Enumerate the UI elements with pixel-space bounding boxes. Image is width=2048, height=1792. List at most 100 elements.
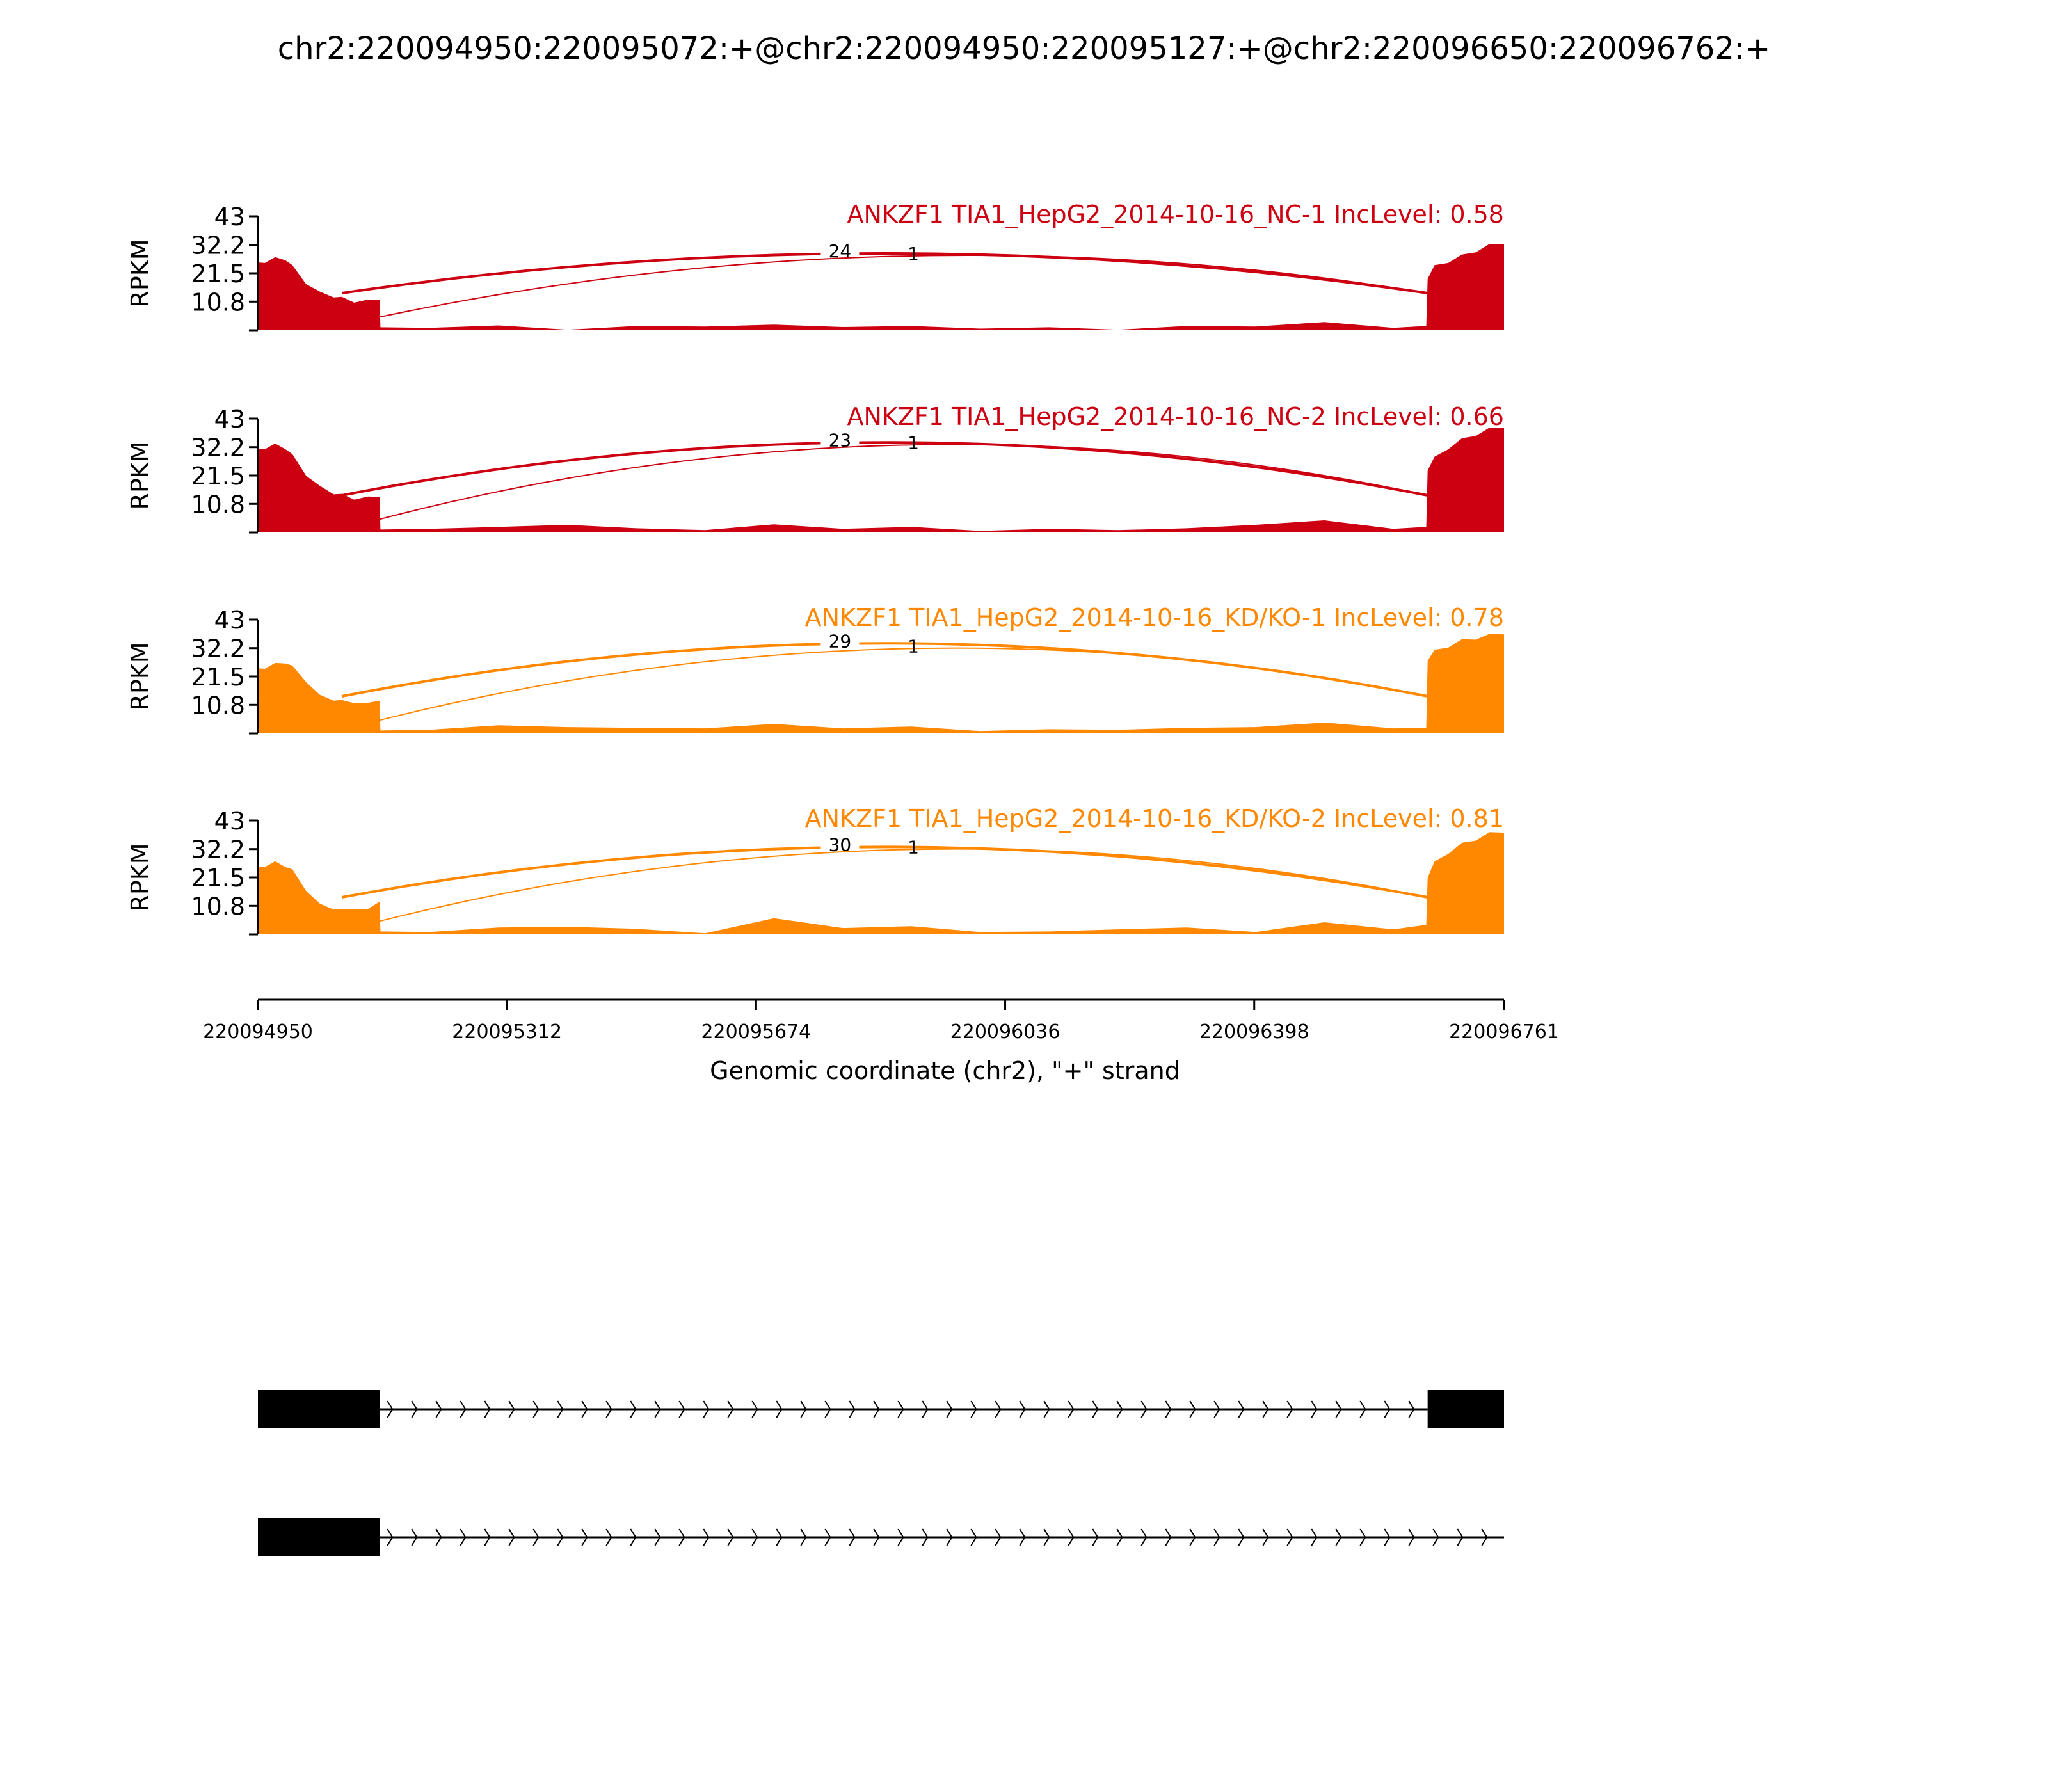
strand-arrow (1116, 1400, 1123, 1418)
junction-count-label: 1 (908, 837, 919, 858)
track-title: ANKZF1 TIA1_HepG2_2014-10-16_NC-1 IncLev… (847, 200, 1504, 228)
x-tick-label: 220096398 (1199, 1021, 1309, 1043)
strand-arrow (1092, 1528, 1099, 1546)
strand-arrow (1311, 1528, 1318, 1546)
strand-arrow (1116, 1528, 1123, 1546)
y-tick-label: 21.5 (191, 864, 245, 892)
strand-arrow (995, 1528, 1002, 1546)
strand-arrow (1213, 1528, 1220, 1546)
strand-arrow (508, 1400, 515, 1418)
strand-arrow (1019, 1528, 1026, 1546)
exon-block (1427, 1390, 1504, 1428)
junction-arc (341, 441, 1428, 497)
strand-arrow (1165, 1400, 1172, 1418)
x-tick-label: 220094950 (203, 1021, 313, 1043)
y-tick-label: 10.8 (191, 288, 245, 316)
strand-arrow (727, 1400, 734, 1418)
strand-arrow (922, 1400, 929, 1418)
strand-arrow (873, 1400, 880, 1418)
strand-arrow (995, 1400, 1002, 1418)
strand-arrow (1092, 1400, 1099, 1418)
strand-arrow (1140, 1528, 1148, 1546)
strand-arrow (1408, 1400, 1415, 1418)
strand-arrow (1189, 1400, 1196, 1418)
strand-arrow (460, 1528, 467, 1546)
y-tick-label: 32.2 (191, 434, 245, 462)
strand-arrow (1043, 1528, 1050, 1546)
x-tick-label: 220095312 (452, 1021, 562, 1043)
x-tick-label: 220096761 (1449, 1021, 1559, 1043)
exon-block (258, 1518, 380, 1556)
strand-arrow (1068, 1400, 1075, 1418)
strand-arrow (970, 1528, 977, 1546)
junction-label-box (820, 630, 860, 653)
strand-arrow (605, 1400, 612, 1418)
strand-arrow (435, 1400, 442, 1418)
y-tick-label: 43 (214, 606, 245, 634)
strand-arrow (1335, 1528, 1342, 1546)
strand-arrow (557, 1400, 564, 1418)
strand-arrow (1043, 1400, 1050, 1418)
strand-arrow (1140, 1400, 1148, 1418)
strand-arrow (751, 1528, 758, 1546)
junction-arc (341, 642, 1428, 698)
strand-arrow (751, 1400, 758, 1418)
y-axis-label: RPKM (126, 642, 154, 710)
x-tick-label: 220096036 (950, 1021, 1060, 1043)
strand-arrow (1286, 1528, 1293, 1546)
strand-arrow (824, 1528, 831, 1546)
strand-arrow (532, 1528, 540, 1546)
strand-arrow (1457, 1528, 1464, 1546)
y-tick-label: 43 (214, 203, 245, 231)
strand-arrow (1213, 1400, 1220, 1418)
x-axis: 220094950 220095312 220095674 220096036 2200… (203, 998, 1559, 1085)
strand-arrow (1481, 1528, 1488, 1546)
strand-arrow (873, 1528, 880, 1546)
strand-arrow (1019, 1400, 1026, 1418)
strand-arrow (1311, 1400, 1318, 1418)
junction-arc (380, 647, 1428, 721)
strand-arrow (824, 1400, 831, 1418)
y-tick-label: 43 (214, 405, 245, 433)
strand-arrow (581, 1528, 588, 1546)
strand-arrow (849, 1400, 856, 1418)
strand-arrow (411, 1528, 418, 1546)
strand-arrow (581, 1400, 588, 1418)
strand-arrow (922, 1528, 929, 1546)
strand-arrow (1189, 1528, 1196, 1546)
y-tick-label: 21.5 (191, 260, 245, 288)
strand-arrow (727, 1528, 734, 1546)
y-tick-label: 32.2 (191, 836, 245, 864)
y-axis-label: RPKM (126, 441, 154, 509)
strand-arrow (1335, 1400, 1342, 1418)
track-title: ANKZF1 TIA1_HepG2_2014-10-16_KD/KO-2 Inc… (805, 804, 1504, 833)
y-tick-label: 10.8 (191, 490, 245, 518)
strand-arrow (1384, 1528, 1391, 1546)
strand-arrow (897, 1528, 904, 1546)
strand-arrow (1068, 1528, 1075, 1546)
junction-count-label: 1 (908, 432, 919, 453)
strand-arrow (484, 1528, 491, 1546)
strand-arrow (605, 1528, 612, 1546)
strand-arrow (1286, 1400, 1293, 1418)
strand-arrow (1262, 1528, 1269, 1546)
strand-arrow (654, 1400, 661, 1418)
y-tick-label: 32.2 (191, 635, 245, 663)
junction-arc (380, 444, 1428, 520)
junction-count-label: 1 (908, 636, 919, 657)
strand-arrow (1384, 1400, 1391, 1418)
isoform-model (258, 1518, 1504, 1556)
strand-arrow (508, 1528, 515, 1546)
strand-arrow (946, 1400, 953, 1418)
strand-arrow (678, 1400, 685, 1418)
strand-arrow (460, 1400, 467, 1418)
strand-arrow (435, 1528, 442, 1546)
x-tick-label: 220095674 (701, 1021, 811, 1043)
y-axis-label: RPKM (126, 843, 154, 911)
gene-models (258, 1390, 1504, 1556)
y-axis-label: RPKM (126, 239, 154, 307)
strand-arrow (897, 1400, 904, 1418)
strand-arrow (654, 1528, 661, 1546)
